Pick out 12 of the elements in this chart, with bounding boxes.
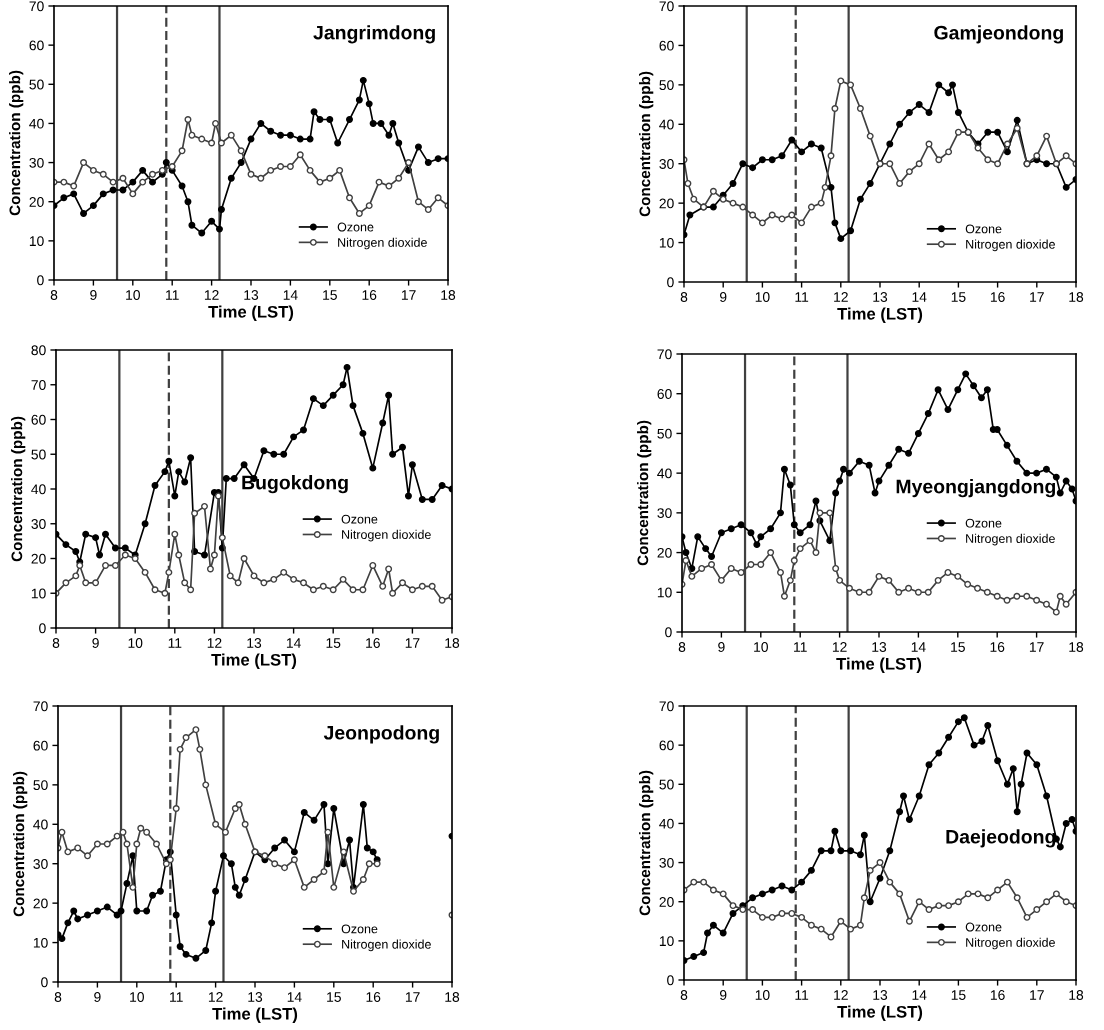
x-axis-title: Time (LST): [211, 653, 297, 669]
x-axis-title: Time (LST): [212, 1007, 298, 1023]
text: Jangrimdong: [313, 25, 435, 44]
text: Bugokdong: [242, 475, 348, 494]
x-axis-title: Time (LST): [208, 305, 294, 321]
text: Jeonpodong: [323, 725, 439, 744]
x-axis-title: Time (LST): [836, 657, 922, 673]
x-axis-title: Time (LST): [837, 307, 923, 323]
text: Myeongjangdong: [896, 479, 1056, 498]
x-axis-title: Time (LST): [837, 1005, 923, 1021]
text: Daejeodong: [946, 829, 1056, 848]
text: Gamjeondong: [934, 25, 1063, 44]
